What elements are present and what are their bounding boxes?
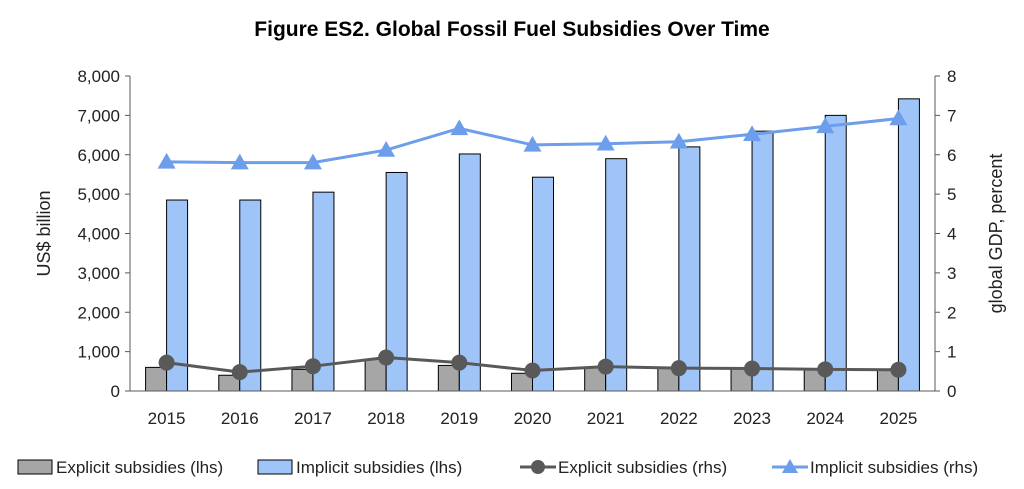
legend-label: Explicit subsidies (lhs) (56, 458, 223, 477)
left-tick-label: 7,000 (77, 106, 120, 125)
legend: Explicit subsidies (lhs) Implicit subsidi… (17, 458, 978, 477)
x-tick-label: 2023 (733, 409, 771, 428)
explicit-point-rhs (890, 361, 907, 378)
left-tick-label: 8,000 (77, 67, 120, 86)
explicit-point-rhs (744, 360, 761, 377)
implicit-point-rhs (596, 134, 615, 151)
right-tick-label: 5 (947, 185, 956, 204)
lines-layer (157, 109, 908, 381)
implicit-point-rhs (523, 135, 542, 152)
x-tick-label: 2015 (148, 409, 186, 428)
x-tick-label: 2024 (806, 409, 844, 428)
implicit-point-rhs (889, 109, 908, 126)
explicit-point-rhs (597, 358, 614, 375)
implicit-bar-lhs (532, 176, 554, 392)
legend-label: Implicit subsidies (rhs) (810, 458, 978, 477)
implicit-bar-lhs (678, 146, 701, 392)
right-tick-label: 2 (947, 303, 956, 322)
explicit-point-rhs (524, 362, 541, 379)
x-tick-label: 2018 (367, 409, 405, 428)
explicit-point-rhs (378, 349, 395, 366)
explicit-point-rhs (817, 361, 834, 378)
left-tick-label: 5,000 (77, 185, 120, 204)
x-tick-label: 2021 (587, 409, 625, 428)
explicit-point-rhs (304, 358, 321, 375)
left-tick-label: 2,000 (77, 303, 120, 322)
left-tick-label: 3,000 (77, 264, 120, 283)
right-tick-label: 6 (947, 146, 956, 165)
bars-layer (145, 98, 920, 392)
left-tick-label: 1,000 (77, 343, 120, 362)
x-tick-label: 2020 (514, 409, 552, 428)
implicit-point-rhs (743, 125, 762, 142)
right-tick-label: 4 (947, 225, 956, 244)
legend-marker (531, 460, 545, 474)
right-tick-label: 3 (947, 264, 956, 283)
right-tick-label: 7 (947, 106, 956, 125)
right-tick-label: 8 (947, 67, 956, 86)
explicit-bar-lhs (145, 366, 168, 392)
x-tick-label: 2025 (879, 409, 917, 428)
x-tick-label: 2022 (660, 409, 698, 428)
legend-swatch (257, 459, 293, 475)
implicit-point-rhs (377, 141, 396, 157)
implicit-bar-lhs (897, 98, 920, 392)
y-axis-title-right: global GDP, percent (986, 154, 1006, 314)
right-tick-label: 0 (947, 382, 956, 401)
chart-title: Figure ES2. Global Fossil Fuel Subsidies… (254, 18, 770, 41)
left-tick-label: 0 (111, 382, 120, 401)
left-tick-label: 6,000 (77, 146, 120, 165)
explicit-point-rhs (231, 364, 248, 381)
y-axis-title-left: US$ billion (34, 190, 54, 276)
legend-marker (782, 459, 798, 473)
implicit-point-rhs (669, 132, 688, 149)
legend-label: Explicit subsidies (rhs) (558, 458, 727, 477)
left-tick-label: 4,000 (77, 225, 120, 244)
explicit-point-rhs (158, 354, 175, 371)
explicit-point-rhs (670, 360, 687, 377)
x-tick-label: 2016 (221, 409, 259, 428)
implicit-bar-lhs (239, 199, 262, 392)
legend-label: Implicit subsidies (lhs) (296, 458, 462, 477)
implicit-bar-lhs (824, 114, 847, 392)
x-tick-label: 2019 (440, 409, 478, 428)
axes-layer: 0 1,000 2,000 3,000 4,000 5,000 6,000 7,000 8,00… (34, 67, 1006, 428)
implicit-bar-lhs (605, 158, 628, 392)
implicit-bar-lhs (751, 130, 774, 392)
implicit-point-rhs (816, 117, 835, 134)
implicit-point-rhs (303, 153, 322, 170)
right-tick-label: 1 (947, 343, 956, 362)
implicit-point-rhs (230, 153, 249, 170)
implicit-point-rhs (157, 152, 176, 169)
implicit-point-rhs (450, 119, 469, 136)
legend-swatch (17, 459, 53, 475)
explicit-point-rhs (451, 354, 468, 371)
x-tick-label: 2017 (294, 409, 332, 428)
